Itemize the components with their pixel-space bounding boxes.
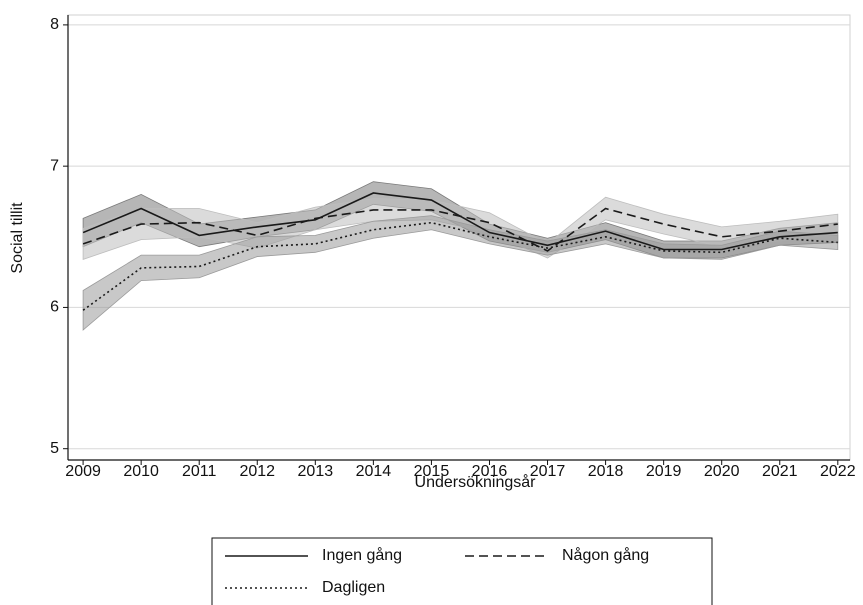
y-tick-label: 7: [50, 157, 59, 174]
x-tick-label: 2013: [298, 463, 334, 480]
legend-label: Ingen gång: [322, 546, 402, 564]
x-tick-label: 2014: [356, 463, 392, 480]
legend-box: [211, 537, 713, 605]
x-tick-label: 2021: [762, 463, 798, 480]
legend-label: Någon gång: [562, 546, 649, 564]
x-tick-label: 2016: [472, 463, 508, 480]
x-tick-label: 2011: [182, 463, 217, 480]
y-tick-label: 8: [50, 16, 59, 33]
y-tick-label: 6: [50, 299, 59, 316]
x-tick-label: 2017: [530, 463, 566, 480]
series-line: [82, 221, 838, 311]
x-tick-label: 2010: [123, 463, 159, 480]
x-tick-label: 2015: [414, 463, 450, 480]
y-axis-label: Social tillit: [9, 202, 26, 274]
legend-label: Dagligen: [322, 579, 385, 596]
x-tick-label: 2018: [588, 463, 624, 480]
x-axis-label: Undersökningsår: [415, 473, 537, 491]
x-tick-label: 2012: [239, 463, 275, 480]
x-tick-label: 2022: [820, 463, 856, 480]
x-tick-label: 2019: [646, 463, 682, 480]
y-tick-label: 5: [50, 440, 59, 457]
series-line: [82, 207, 838, 252]
x-tick-label: 2009: [65, 463, 101, 480]
x-tick-label: 2020: [704, 463, 740, 480]
